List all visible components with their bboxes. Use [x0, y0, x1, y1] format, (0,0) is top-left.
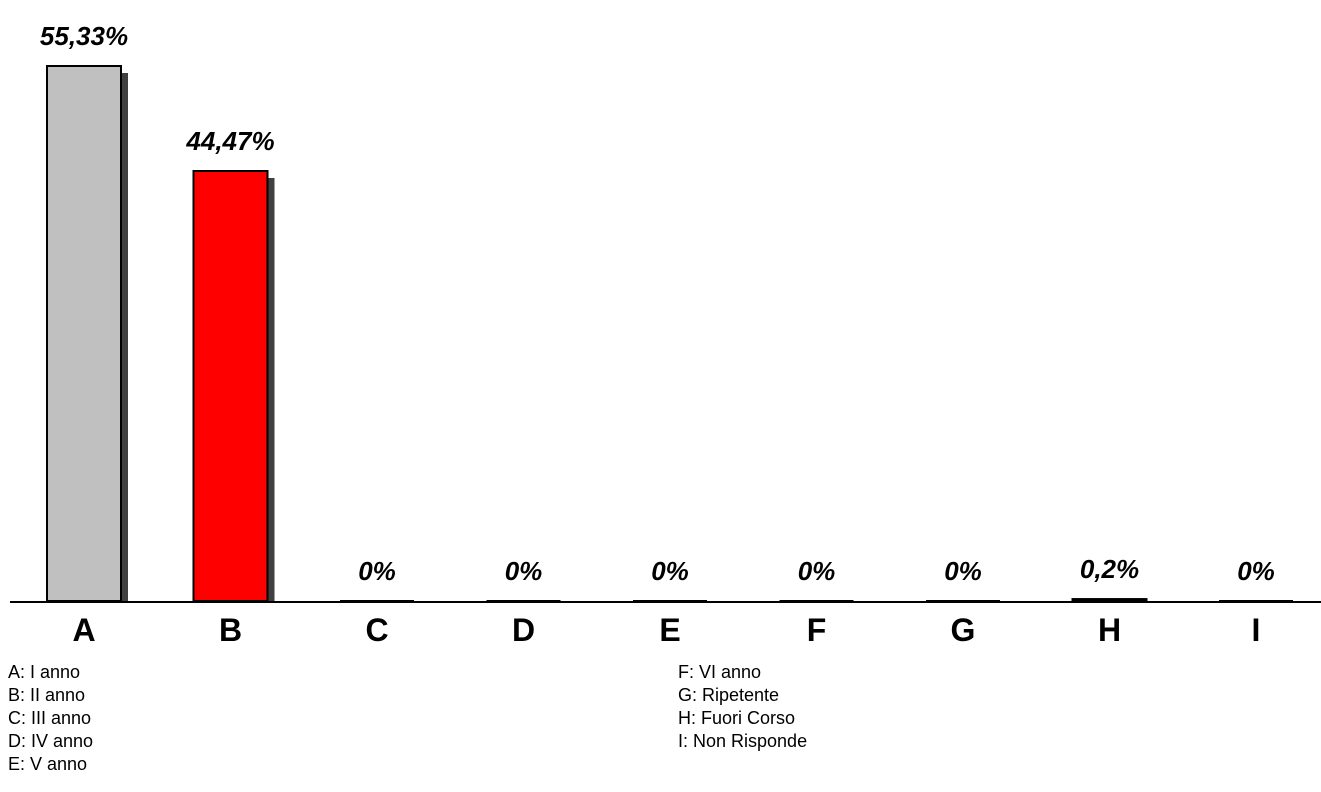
category-label-h: H [1098, 612, 1121, 648]
bar-chart: 55,33% A 44,47% B 0% C 0% D 0% E 0% F 0% G 0,2% H 0% I [10, 21, 1321, 648]
value-label-g: 0% [944, 556, 982, 586]
legend-entry-f: F: VI anno [678, 662, 762, 682]
category-label-b: B [219, 612, 242, 648]
bar-g [926, 600, 1000, 601]
category-label-i: I [1252, 612, 1261, 648]
bar-c [340, 600, 414, 601]
legend-entry-a: A: I anno [8, 662, 81, 682]
bar-e [633, 600, 707, 601]
bar-b [192, 170, 269, 602]
legend-entry-c: C: III anno [8, 708, 92, 728]
value-label-a: 55,33% [40, 21, 128, 51]
value-label-f: 0% [798, 556, 836, 586]
category-label-a: A [72, 612, 95, 648]
bar-f [779, 600, 854, 601]
legend-entry-i: I: Non Risponde [678, 731, 808, 751]
value-label-c: 0% [358, 556, 396, 586]
bar-h [1071, 598, 1148, 603]
legend-entry-e: E: V anno [8, 754, 88, 774]
bar-a [46, 65, 122, 602]
category-label-c: C [365, 612, 388, 648]
legend-entry-h: H: Fuori Corso [678, 708, 796, 728]
bar-i [1219, 600, 1293, 601]
value-label-d: 0% [505, 556, 543, 586]
value-label-e: 0% [651, 556, 689, 586]
category-label-f: F [807, 612, 827, 648]
legend-entry-b: B: II anno [8, 685, 86, 705]
legend-entry-g: G: Ripetente [678, 685, 780, 705]
legend-entry-d: D: IV anno [8, 731, 94, 751]
category-label-e: E [659, 612, 680, 648]
category-label-d: D [512, 612, 535, 648]
legend-left: A: I anno B: II anno C: III anno D: IV a… [8, 661, 93, 776]
category-label-g: G [951, 612, 976, 648]
bar-d [486, 600, 561, 601]
bars-layer [46, 65, 1293, 603]
labels-layer: 55,33% A 44,47% B 0% C 0% D 0% E 0% F 0% G 0,2% H 0% I [40, 21, 1275, 648]
legend-right: F: VI anno G: Ripetente H: Fuori Corso I… [678, 661, 807, 753]
value-label-i: 0% [1237, 556, 1275, 586]
value-label-h: 0,2% [1080, 554, 1139, 584]
value-label-b: 44,47% [185, 126, 274, 156]
